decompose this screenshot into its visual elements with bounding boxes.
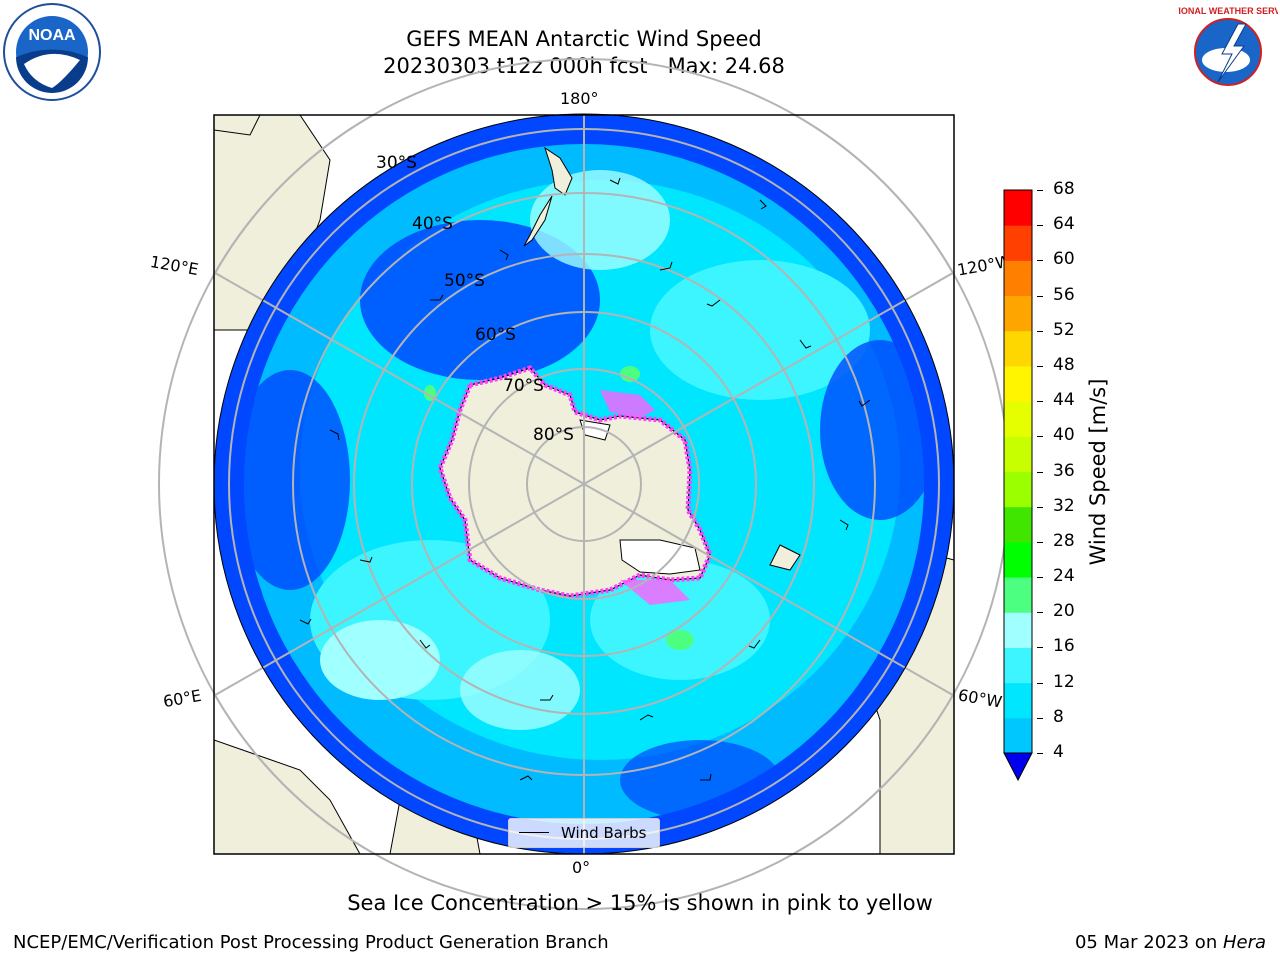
colorbar-tick-mark (1037, 436, 1043, 438)
footer-left: NCEP/EMC/Verification Post Processing Pr… (13, 932, 609, 953)
colorbar-tick-mark (1037, 260, 1043, 262)
colorbar-tick-label: 24 (1053, 566, 1075, 587)
colorbar-frame (1003, 189, 1033, 754)
colorbar-segment (1004, 577, 1032, 613)
colorbar-tick-label: 12 (1053, 671, 1075, 692)
colorbar-tick-label: 20 (1053, 601, 1075, 622)
lat-label-40s: 40°S (412, 214, 453, 234)
svg-text:NOAA: NOAA (28, 27, 76, 44)
svg-text:NATIONAL WEATHER SERVICE: NATIONAL WEATHER SERVICE (1178, 6, 1278, 16)
colorbar-under-triangle (1003, 752, 1033, 782)
colorbar-tick-mark (1037, 647, 1043, 649)
legend-box: Wind Barbs (508, 818, 660, 848)
footer-date: 05 Mar 2023 on (1074, 932, 1223, 953)
colorbar-tick-label: 16 (1053, 636, 1075, 657)
lat-label-60s: 60°S (475, 325, 516, 345)
colorbar-tick-mark (1037, 365, 1043, 367)
colorbar-tick-label: 52 (1053, 319, 1075, 340)
colorbar-tick-label: 8 (1053, 706, 1064, 727)
colorbar-tick-label: 28 (1053, 530, 1075, 551)
colorbar-tick-label: 4 (1053, 742, 1064, 762)
colorbar-tick-label: 36 (1053, 460, 1075, 481)
lat-label-50s: 50°S (444, 271, 485, 291)
africa-land (214, 739, 361, 854)
lon-label-0: 0° (572, 858, 591, 877)
colorbar-tick-label: 60 (1053, 249, 1075, 270)
chart-subtitle: 20230303 t12z 000h fcst Max: 24.68 (383, 54, 785, 78)
colorbar-tick-label: 44 (1053, 390, 1075, 411)
sea-ice-caption: Sea Ice Concentration > 15% is shown in … (347, 891, 933, 915)
colorbar-segment (1004, 330, 1032, 367)
longitude-lines (214, 115, 954, 854)
colorbar-tick-mark (1037, 753, 1043, 754)
colorbar-tick-mark (1037, 471, 1043, 473)
map-frame (213, 114, 955, 855)
colorbar-tick-label: 68 (1053, 179, 1075, 199)
colorbar-segment (1004, 436, 1032, 472)
sea-ice-patch (600, 390, 655, 418)
colorbar-segment (1004, 225, 1032, 261)
colorbar-segment (1004, 471, 1032, 508)
colorbar-segment (1004, 401, 1032, 437)
footer-right: 05 Mar 2023 on Hera (1075, 932, 1266, 953)
nws-logo: NATIONAL WEATHER SERVICE (1178, 4, 1278, 100)
noaa-logo: NOAA (3, 3, 101, 101)
legend-line (519, 832, 549, 833)
new-zealand-land (523, 146, 573, 247)
colorbar-tick-mark (1037, 541, 1043, 543)
south-america-tip (769, 544, 801, 571)
colorbar-segment (1004, 190, 1032, 226)
colorbar-tick-mark (1037, 401, 1043, 403)
colorbar-segment (1004, 365, 1032, 402)
lon-label-180: 180° (560, 89, 599, 108)
lat-label-30s: 30°S (376, 153, 417, 173)
wind-barbs (299, 177, 871, 781)
colorbar-segment (1004, 682, 1032, 719)
sea-ice-edge (437, 365, 713, 599)
colorbar-tick-mark (1037, 506, 1043, 508)
colorbar-tick-label: 48 (1053, 354, 1075, 375)
colorbar-tick-mark (1037, 190, 1043, 191)
colorbar-tick-mark (1037, 330, 1043, 332)
colorbar-segment (1004, 647, 1032, 684)
asia-land (214, 115, 261, 136)
colorbar-tick-mark (1037, 577, 1043, 579)
colorbar-segment (1004, 260, 1032, 297)
colorbar-title: Wind Speed [m/s] (1086, 378, 1110, 566)
colorbar-tick-label: 32 (1053, 495, 1075, 516)
colorbar-tick-mark (1037, 295, 1043, 297)
chart-title: GEFS MEAN Antarctic Wind Speed (406, 27, 762, 51)
colorbar-tick-label: 64 (1053, 214, 1075, 235)
lat-label-70s: 70°S (503, 376, 544, 396)
colorbar-tick-mark (1037, 225, 1043, 227)
colorbar-segment (1004, 295, 1032, 332)
colorbar-tick-mark (1037, 612, 1043, 614)
colorbar-tick-label: 40 (1053, 425, 1075, 446)
colorbar-tick-label: 56 (1053, 284, 1075, 305)
colorbar-tick-mark (1037, 717, 1043, 719)
colorbar-tick-mark (1037, 682, 1043, 684)
footer-machine: Hera (1222, 932, 1266, 953)
legend-label: Wind Barbs (561, 824, 647, 842)
colorbar-segment (1004, 541, 1032, 578)
colorbar-segment (1004, 506, 1032, 543)
colorbar (1003, 189, 1033, 782)
colorbar-segment (1004, 612, 1032, 648)
colorbar-segment (1004, 717, 1032, 754)
lat-label-80s: 80°S (533, 425, 574, 445)
